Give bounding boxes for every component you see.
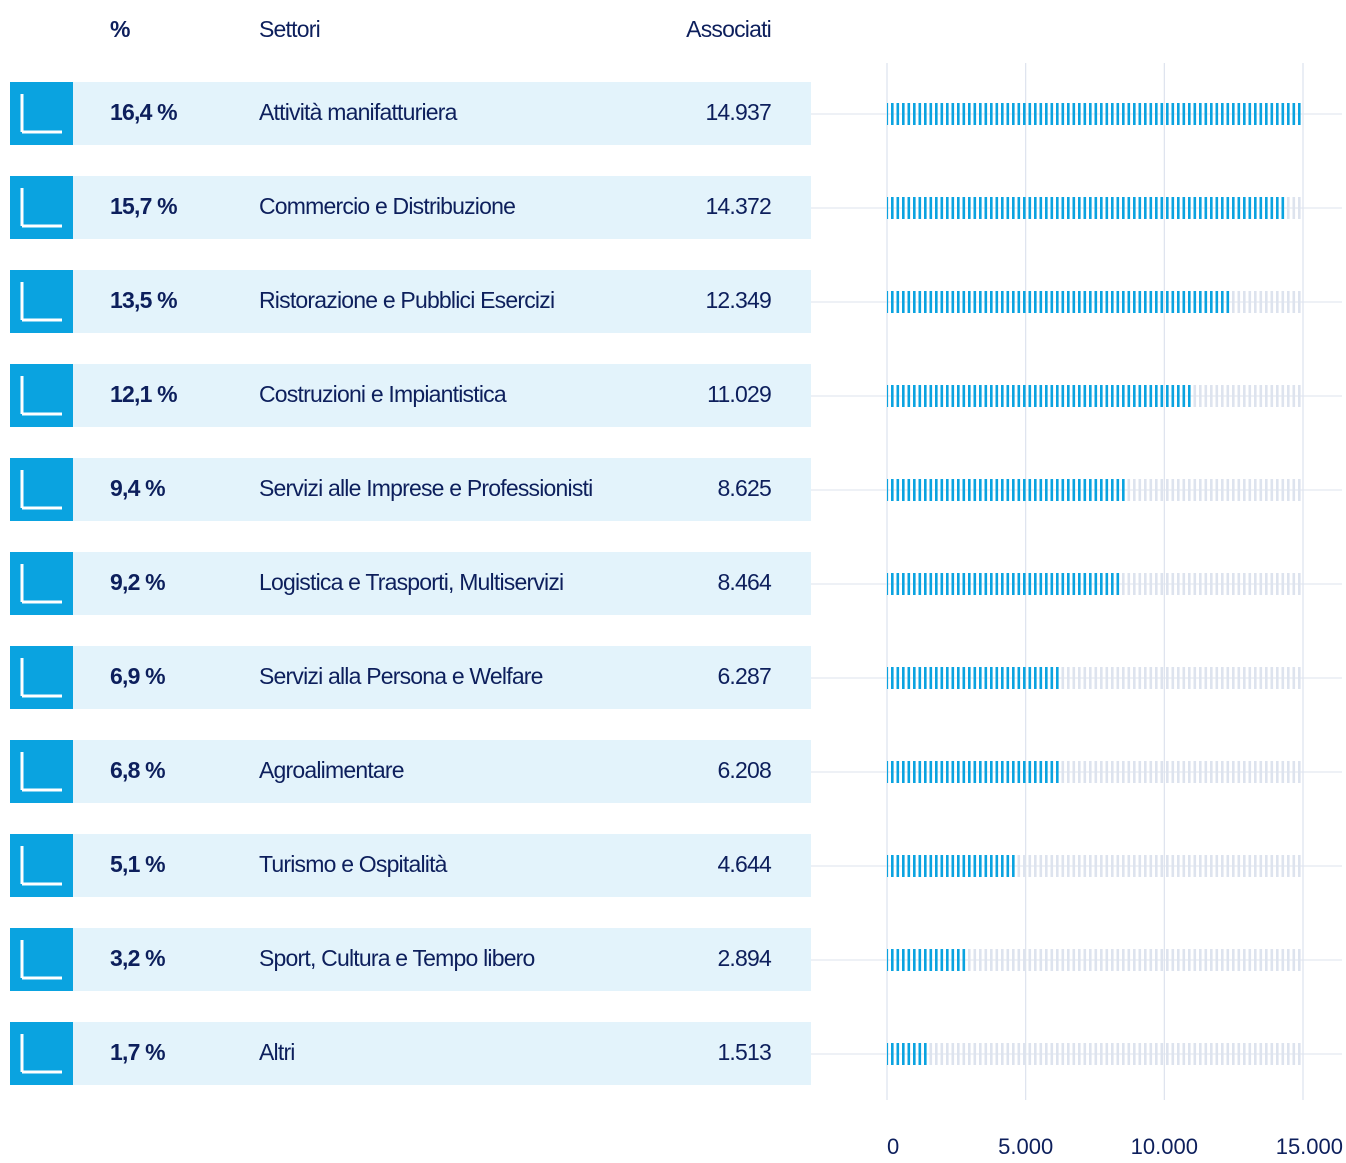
value-label: 1.513 (717, 1039, 771, 1065)
sector-icon-glyph (20, 376, 62, 416)
sector-label: Servizi alle Imprese e Professionisti (259, 475, 592, 501)
bar-track (887, 949, 1303, 971)
sector-icon (10, 834, 73, 897)
row-background (73, 364, 811, 427)
sector-icon (10, 646, 73, 709)
x-tick-label: 5.000 (998, 1134, 1053, 1159)
bar (887, 1043, 929, 1065)
sector-icon-glyph (20, 940, 62, 980)
bar (887, 573, 1122, 595)
sector-label: Commercio e Distribuzione (259, 193, 515, 219)
row-background (73, 82, 811, 145)
value-label: 11.029 (707, 381, 771, 407)
sector-label: Agroalimentare (259, 757, 404, 783)
bar (887, 385, 1193, 407)
header-share: % (110, 16, 130, 42)
row-background (73, 270, 811, 333)
share-label: 3,2 % (110, 945, 165, 971)
value-label: 6.287 (717, 663, 771, 689)
value-label: 14.937 (705, 99, 771, 125)
sector-label: Costruzioni e Impiantistica (259, 381, 507, 407)
sector-icon (10, 176, 73, 239)
share-label: 9,2 % (110, 569, 165, 595)
share-label: 15,7 % (110, 193, 177, 219)
bar-track (887, 1043, 1303, 1065)
row-background (73, 834, 811, 897)
sector-icon-glyph (20, 94, 62, 134)
sector-icon-glyph (20, 188, 62, 228)
sector-icon (10, 928, 73, 991)
sector-icon-glyph (20, 658, 62, 698)
share-label: 6,8 % (110, 757, 165, 783)
sector-icon-glyph (20, 1034, 62, 1074)
sector-icon-glyph (20, 752, 62, 792)
bar (887, 855, 1016, 877)
bar (887, 761, 1060, 783)
bar (887, 479, 1127, 501)
sector-icon-glyph (20, 470, 62, 510)
row-background (73, 646, 811, 709)
sector-label: Altri (259, 1039, 295, 1065)
bar (887, 103, 1302, 125)
sector-icon-glyph (20, 282, 62, 322)
sector-icon (10, 458, 73, 521)
x-tick-label: 10.000 (1131, 1134, 1198, 1159)
value-label: 6.208 (717, 757, 771, 783)
share-label: 5,1 % (110, 851, 165, 877)
row-background (73, 458, 811, 521)
sector-icon (10, 364, 73, 427)
row-background (73, 552, 811, 615)
sector-label: Ristorazione e Pubblici Esercizi (259, 287, 554, 313)
sector-label: Attività manifatturiera (259, 99, 458, 125)
share-label: 6,9 % (110, 663, 165, 689)
sector-icon-glyph (20, 846, 62, 886)
bar (887, 667, 1062, 689)
share-label: 16,4 % (110, 99, 177, 125)
value-label: 14.372 (705, 193, 771, 219)
sector-label: Sport, Cultura e Tempo libero (259, 945, 535, 971)
sector-label: Turismo e Ospitalità (259, 851, 448, 877)
row-background (73, 1022, 811, 1085)
sector-icon (10, 740, 73, 803)
sector-icon (10, 552, 73, 615)
sector-icon-glyph (20, 564, 62, 604)
sector-label: Logistica e Trasporti, Multiservizi (259, 569, 563, 595)
header-sector: Settori (259, 16, 320, 42)
row-background (73, 176, 811, 239)
bar (887, 949, 968, 971)
value-label: 12.349 (705, 287, 771, 313)
value-label: 8.464 (717, 569, 772, 595)
x-tick-label: 0 (887, 1134, 899, 1159)
share-label: 12,1 % (110, 381, 177, 407)
x-tick-label: 15.000 (1276, 1134, 1343, 1159)
share-label: 9,4 % (110, 475, 165, 501)
row-background (73, 740, 811, 803)
share-label: 13,5 % (110, 287, 177, 313)
sector-icon (10, 82, 73, 145)
value-label: 8.625 (717, 475, 771, 501)
sector-icon (10, 1022, 73, 1085)
row-background (73, 928, 811, 991)
bar (887, 291, 1230, 313)
share-label: 1,7 % (110, 1039, 165, 1065)
value-label: 2.894 (717, 945, 772, 971)
bar (887, 197, 1286, 219)
sector-icon (10, 270, 73, 333)
sector-label: Servizi alla Persona e Welfare (259, 663, 543, 689)
value-label: 4.644 (717, 851, 772, 877)
header-members: Associati (686, 16, 771, 42)
